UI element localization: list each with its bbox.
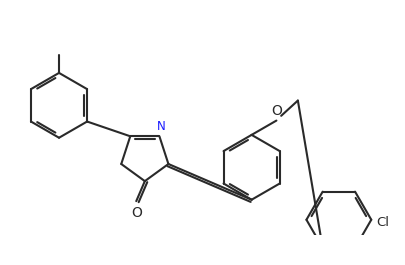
- Text: Cl: Cl: [375, 216, 388, 229]
- Text: O: O: [130, 206, 141, 220]
- Text: O: O: [271, 104, 281, 118]
- Text: N: N: [157, 120, 165, 133]
